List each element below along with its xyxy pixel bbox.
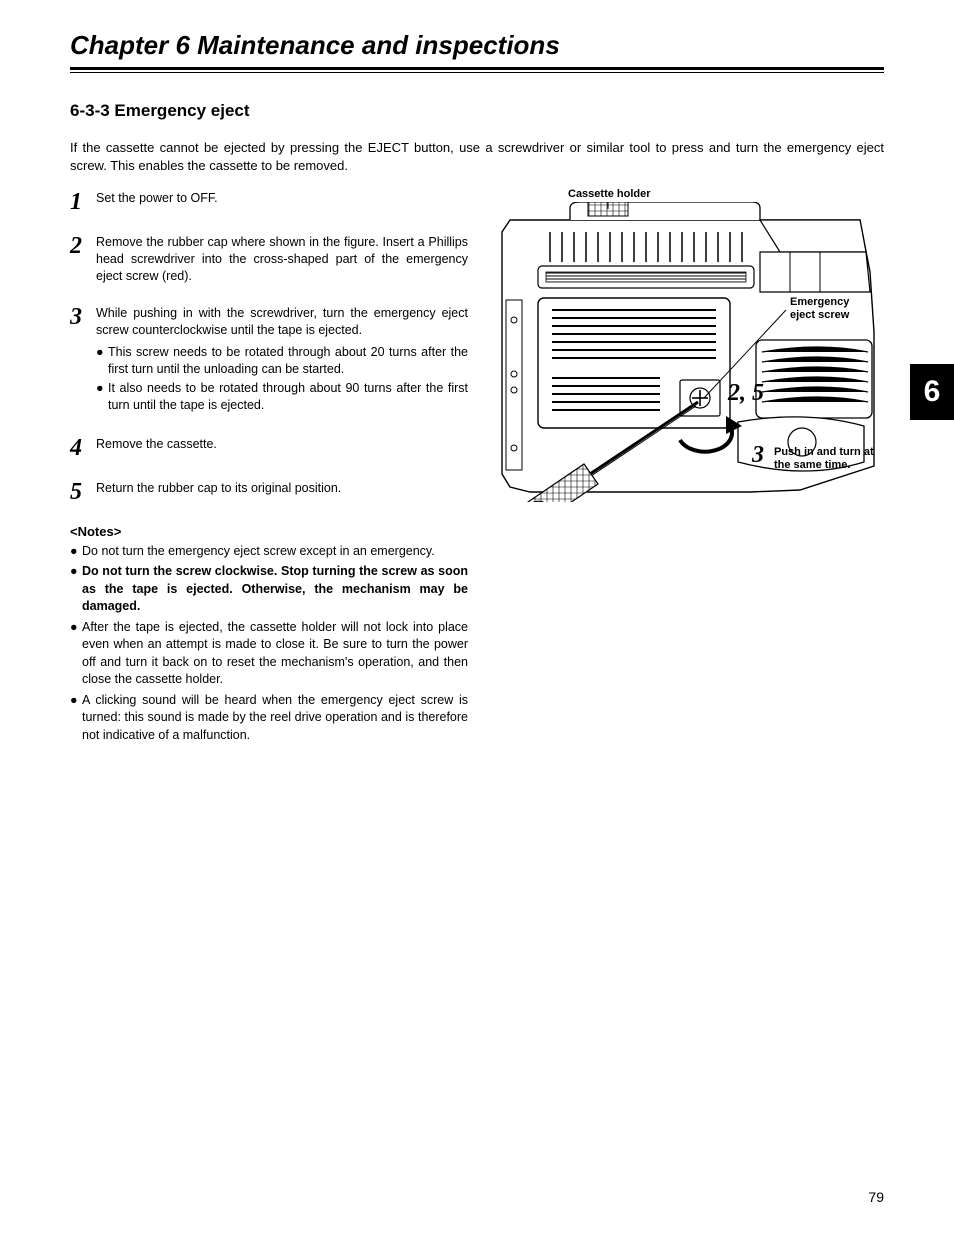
diagram-label-screw-l2: eject screw [790, 309, 849, 321]
step-text: Remove the cassette. [96, 436, 468, 453]
intro-text: If the cassette cannot be ejected by pre… [70, 139, 884, 174]
step-number: 4 [70, 436, 96, 460]
diagram: Emergency eject screw 2, 5 3 Push in and… [490, 202, 880, 512]
step-2: 2 Remove the rubber cap where shown in t… [70, 234, 468, 285]
chapter-tab: 6 [910, 364, 954, 420]
note-text: A clicking sound will be heard when the … [82, 692, 468, 745]
note-item: ● A clicking sound will be heard when th… [70, 692, 468, 745]
notes-heading: <Notes> [70, 524, 468, 539]
sub-bullet-text: It also needs to be rotated through abou… [108, 380, 468, 414]
step-number: 5 [70, 480, 96, 504]
step-3: 3 While pushing in with the screwdriver,… [70, 305, 468, 416]
step-1: 1 Set the power to OFF. [70, 190, 468, 214]
bullet-dot: ● [96, 380, 108, 414]
step-number: 2 [70, 234, 96, 258]
diagram-label-push-l1: Push in and turn at [774, 446, 874, 458]
step-4: 4 Remove the cassette. [70, 436, 468, 460]
step-text: Set the power to OFF. [96, 190, 468, 207]
note-text: Do not turn the emergency eject screw ex… [82, 543, 435, 561]
step-text-span: While pushing in with the screwdriver, t… [96, 306, 468, 337]
note-item: ● Do not turn the screw clockwise. Stop … [70, 563, 468, 616]
sub-bullet: ● This screw needs to be rotated through… [96, 344, 468, 378]
section-title: 6-3-3 Emergency eject [70, 101, 884, 121]
note-item: ● Do not turn the emergency eject screw … [70, 543, 468, 561]
title-rule-thick [70, 67, 884, 70]
diagram-label-screw: Emergency eject screw [790, 296, 849, 322]
bullet-dot: ● [96, 344, 108, 378]
two-column-layout: 1 Set the power to OFF. 2 Remove the rub… [70, 190, 884, 747]
step-text: Return the rubber cap to its original po… [96, 480, 468, 497]
chapter-title: Chapter 6 Maintenance and inspections [70, 30, 884, 61]
bullet-dot: ● [70, 692, 82, 745]
left-column: 1 Set the power to OFF. 2 Remove the rub… [70, 190, 468, 747]
note-text: After the tape is ejected, the cassette … [82, 619, 468, 689]
sub-bullet-list: ● This screw needs to be rotated through… [96, 344, 468, 414]
step-text: Remove the rubber cap where shown in the… [96, 234, 468, 285]
step-5: 5 Return the rubber cap to its original … [70, 480, 468, 504]
page-number: 79 [868, 1189, 884, 1205]
sub-bullet-text: This screw needs to be rotated through a… [108, 344, 468, 378]
bullet-dot: ● [70, 543, 82, 561]
sub-bullet: ● It also needs to be rotated through ab… [96, 380, 468, 414]
diagram-step-3: 3 [752, 442, 764, 469]
diagram-label-cassette: Cassette holder [568, 188, 651, 201]
step-text: While pushing in with the screwdriver, t… [96, 305, 468, 416]
step-number: 1 [70, 190, 96, 214]
page: Chapter 6 Maintenance and inspections 6-… [0, 0, 954, 1235]
bullet-dot: ● [70, 563, 82, 616]
bullet-dot: ● [70, 619, 82, 689]
step-number: 3 [70, 305, 96, 329]
right-column: Cassette holder [490, 190, 884, 747]
diagram-step-25: 2, 5 [728, 380, 764, 407]
diagram-label-push-l2: the same time. [774, 459, 850, 471]
title-rule-thin [70, 72, 884, 73]
note-text-bold: Do not turn the screw clockwise. Stop tu… [82, 563, 468, 616]
diagram-label-screw-l1: Emergency [790, 296, 849, 308]
diagram-label-push: Push in and turn at the same time. [774, 446, 884, 472]
note-item: ● After the tape is ejected, the cassett… [70, 619, 468, 689]
